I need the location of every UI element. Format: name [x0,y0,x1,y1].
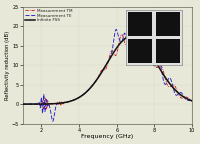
X-axis label: Frequency (GHz): Frequency (GHz) [81,134,133,139]
Bar [128,12,152,36]
Bar [156,39,180,63]
Bar [128,39,152,63]
Bar [156,12,180,36]
Y-axis label: Reflectivity reduction (dB): Reflectivity reduction (dB) [5,31,10,100]
Legend: Measurement TM, Measurement TE, Infinite FSS: Measurement TM, Measurement TE, Infinite… [24,8,73,23]
